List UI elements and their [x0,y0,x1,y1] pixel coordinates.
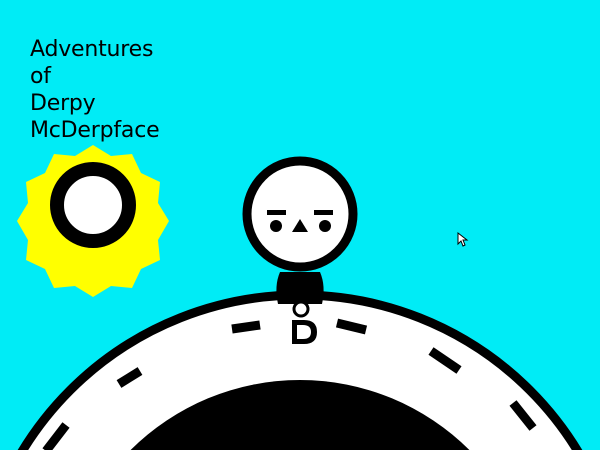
character-nose [292,219,308,232]
title-line-4: McDerpface [30,118,160,143]
planet-dash [509,400,537,431]
mouse-pointer-icon [457,231,469,247]
right-eye [319,220,331,232]
planet-dash [428,347,462,374]
game-title: Adventures of Derpy McDerpface [30,36,160,144]
sun-icon [17,145,169,297]
planet-dash [335,318,368,335]
planet-dash [231,320,261,334]
sun-ring [50,162,136,248]
title-line-2: of [30,64,51,89]
planet-dash [116,367,143,388]
character-body [276,272,324,304]
left-eyebrow [267,210,286,215]
planet-core [130,380,470,450]
character-collar-ring [292,300,310,318]
right-eyebrow [314,210,333,215]
derpy-character[interactable] [242,156,358,344]
title-line-1: Adventures [30,37,154,62]
planet-dashes [42,318,537,450]
cursor-arrow [457,231,469,247]
title-line-3: Derpy [30,91,96,116]
character-head [242,156,358,272]
character-letter-d [292,320,317,344]
left-eye [270,220,282,232]
planet [17,290,583,450]
planet-dash [42,422,70,450]
